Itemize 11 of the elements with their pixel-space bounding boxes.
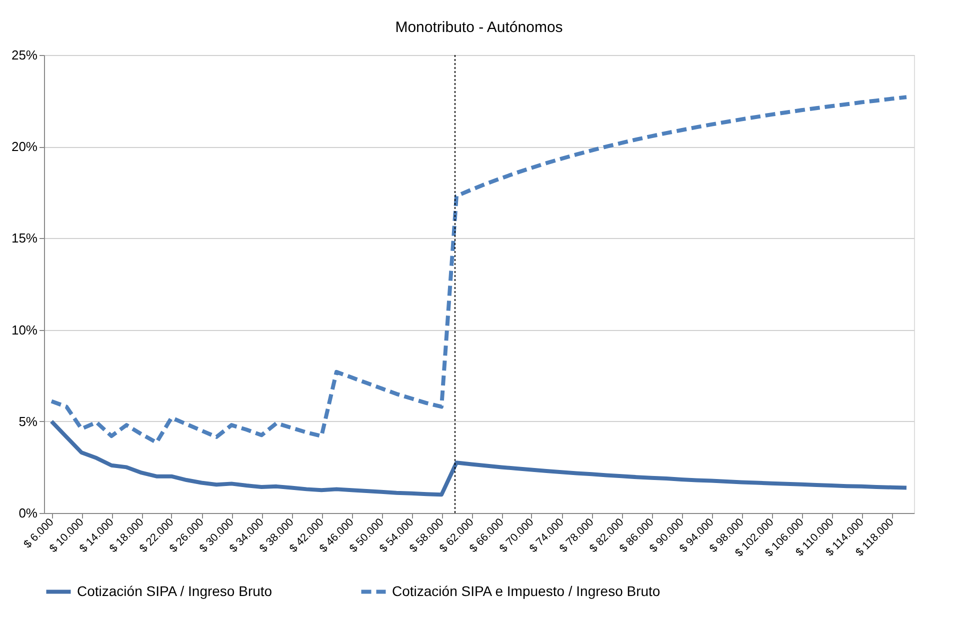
legend-label: Cotización SIPA / Ingreso Bruto [77, 582, 272, 599]
y-tick-label: 25% [11, 48, 38, 62]
y-tick-label: 0% [18, 506, 38, 520]
y-tick-label: 15% [11, 230, 38, 246]
legend-label: Cotización SIPA e Impuesto / Ingreso Bruto [392, 582, 660, 599]
line-series [50, 419, 908, 497]
y-tick-label: 20% [11, 139, 38, 154]
chart-title: Monotributo - Autónomos [395, 19, 563, 36]
y-tick-label: 10% [11, 322, 38, 338]
line-series [50, 95, 908, 444]
y-tick-label: 5% [18, 414, 38, 429]
